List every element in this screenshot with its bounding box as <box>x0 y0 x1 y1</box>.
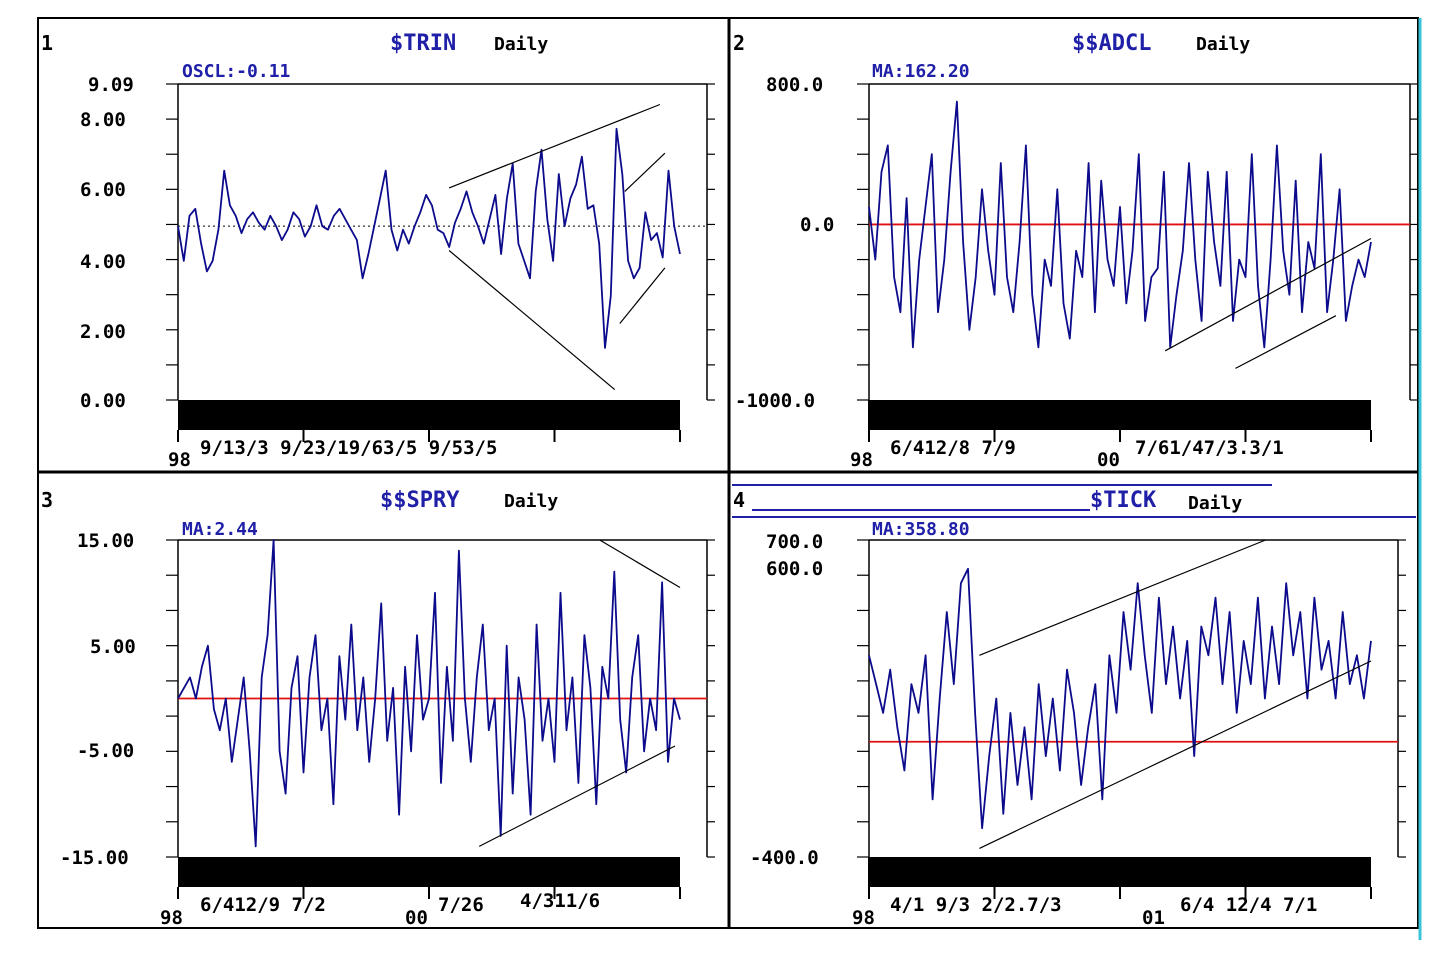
x-axis-band <box>868 400 1371 430</box>
chart-pane-3[interactable]: 3 $$SPRY Daily MA:2.44 15.00 5.00 -5.00 … <box>41 488 715 929</box>
chart-title-symbol: $TRIN <box>390 31 456 56</box>
x-date-labels: 6/412/8 7/9 <box>890 437 1016 459</box>
series-line <box>177 539 681 848</box>
y-tick-label: -15.00 <box>60 847 129 869</box>
y-tick-label: 0.0 <box>800 214 834 236</box>
x-year-label: 98 <box>852 907 875 929</box>
x-date-labels: 4/1 9/3 2/2.7/3 <box>890 894 1062 916</box>
chart-pane-1[interactable]: 1 $TRIN Daily OSCL:-0.11 9.09 8.00 6.00 … <box>41 31 715 471</box>
trendline <box>448 103 661 189</box>
x-year-label: 98 <box>168 449 191 471</box>
x-axis-band <box>178 400 680 430</box>
trendline <box>478 745 676 847</box>
indicator-readout: MA:162.20 <box>872 61 970 82</box>
trendline <box>1164 237 1372 352</box>
y-tick-label: 700.0 <box>766 531 823 553</box>
x-mid-label: 00 <box>405 907 428 929</box>
chart-title-period: Daily <box>1188 493 1242 514</box>
x-date-labels: 7/26 <box>438 894 484 916</box>
y-tick-label: 4.00 <box>80 251 126 273</box>
y-tick-label: 9.09 <box>88 74 134 96</box>
x-axis-band <box>178 857 680 887</box>
pane-number: 3 <box>41 488 53 512</box>
x-year-label: 98 <box>160 907 183 929</box>
indicator-readout: MA:2.44 <box>182 519 258 540</box>
chart-title-symbol: $TICK <box>1090 488 1157 513</box>
y-tick-label: 0.00 <box>80 390 126 412</box>
trendline <box>619 267 666 324</box>
y-tick-label: 6.00 <box>80 179 126 201</box>
y-axis-tick-labels: 9.09 8.00 6.00 4.00 2.00 0.00 <box>80 74 134 412</box>
series-line <box>868 567 1372 830</box>
series-line <box>868 100 1372 349</box>
chart-pane-4[interactable]: 4 $TICK Daily MA:358.80 700.0 600.0 -400… <box>732 484 1416 929</box>
y-axis-tick-labels: 700.0 600.0 -400.0 <box>750 531 823 869</box>
chart-pane-2[interactable]: 2 $$ADCL Daily MA:162.20 800.0 0.0 -1000… <box>733 31 1418 471</box>
x-axis-band <box>868 857 1371 887</box>
trendline <box>448 250 616 391</box>
y-tick-label: 600.0 <box>766 558 823 580</box>
x-date-labels: 9/13/3 9/23/19/63/5 9/53/5 <box>200 437 497 459</box>
x-date-labels: 6/412/9 7/2 <box>200 894 326 916</box>
indicator-readout: MA:358.80 <box>872 519 970 540</box>
pane-number: 4 <box>733 488 745 512</box>
y-axis-tick-labels: 15.00 5.00 -5.00 -15.00 <box>60 530 136 869</box>
y-tick-label: 2.00 <box>80 321 126 343</box>
chart-title-period: Daily <box>1196 34 1250 55</box>
series-line <box>177 127 681 349</box>
x-date-labels: 7/61/47/3.3/1 <box>1135 437 1284 459</box>
y-tick-label: 5.00 <box>90 636 136 658</box>
y-tick-label: 8.00 <box>80 109 126 131</box>
y-tick-label: 800.0 <box>766 74 823 96</box>
trendline <box>979 539 1266 656</box>
pane-number: 2 <box>733 31 745 55</box>
chart-title-period: Daily <box>494 34 548 55</box>
indicator-readout: OSCL:-0.11 <box>182 61 290 82</box>
y-axis-tick-labels: 800.0 0.0 -1000.0 <box>735 74 834 412</box>
x-year-label: 98 <box>850 449 873 471</box>
trendline <box>624 152 666 192</box>
chart-title-symbol: $$ADCL <box>1072 31 1151 56</box>
trendline <box>979 660 1372 849</box>
x-date-labels: 6/4 12/4 7/1 <box>1180 894 1317 916</box>
x-date-labels: 4/311/6 <box>520 890 600 912</box>
x-mid-label: 01 <box>1142 907 1165 929</box>
y-tick-label: -400.0 <box>750 847 819 869</box>
chart-title-period: Daily <box>504 491 558 512</box>
trendline <box>1235 315 1337 369</box>
y-tick-label: -5.00 <box>77 740 134 762</box>
x-mid-label: 00 <box>1097 449 1120 471</box>
chart-title-symbol: $$SPRY <box>380 488 460 513</box>
y-tick-label: -1000.0 <box>735 390 815 412</box>
y-tick-label: 15.00 <box>77 530 134 552</box>
trendline <box>599 539 681 589</box>
pane-number: 1 <box>41 31 53 55</box>
